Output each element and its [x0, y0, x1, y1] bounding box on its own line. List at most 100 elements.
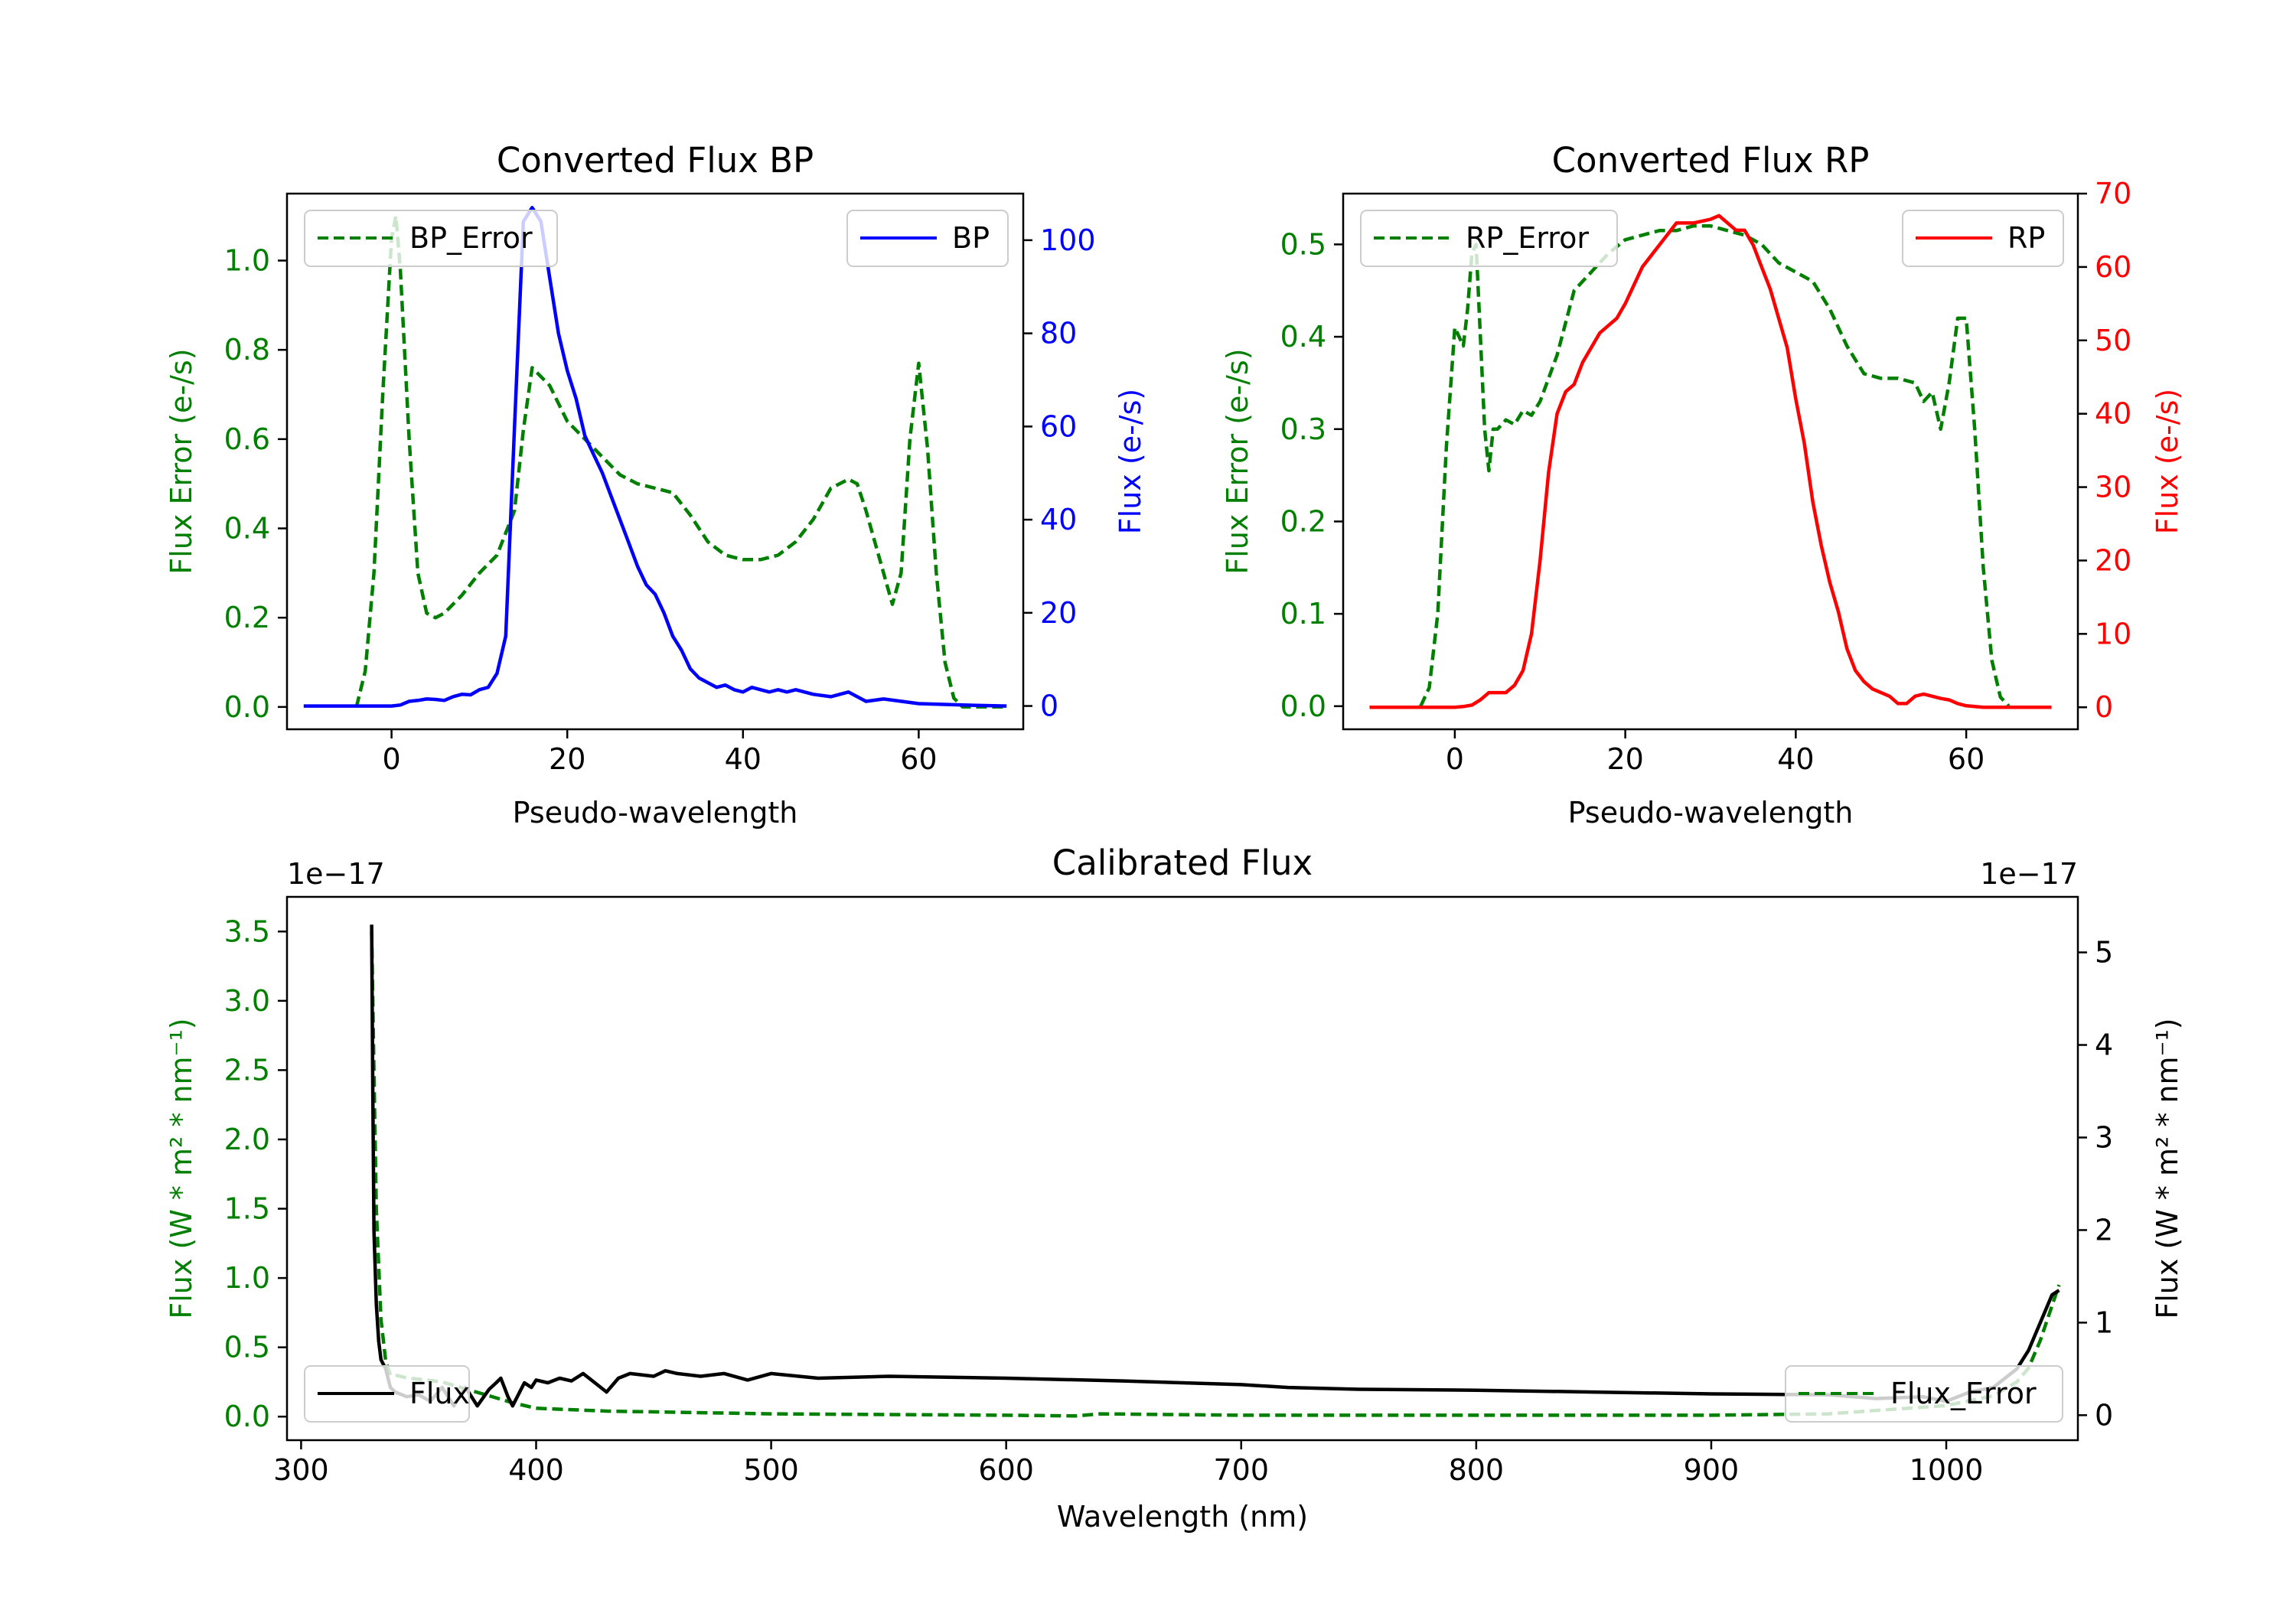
rp-legend-left: RP_Error	[1360, 210, 1618, 267]
cal-error-series	[370, 931, 2061, 1418]
rp-left-tick-label: 0.1	[1280, 597, 1326, 631]
bp-x-ticks: 0 20 40 60	[383, 729, 938, 776]
rp-flux-series	[1369, 214, 2052, 709]
bp-legend-left-frame	[304, 210, 558, 267]
bp-left-tick-label: 0.4	[224, 512, 270, 546]
cal-x-tick-label: 500	[743, 1453, 799, 1487]
cal-left-tick-label: 1.5	[224, 1192, 270, 1226]
bp-legend-left: BP_Error	[304, 210, 558, 267]
cal-offset-left: 1e−17	[287, 857, 385, 891]
rp-legend-left-label: RP_Error	[1466, 221, 1589, 255]
rp-error-series	[1419, 223, 2011, 708]
cal-x-ticks: 300 400 500 600 700 800 900 1000	[273, 1440, 1983, 1487]
rp-left-tick-label: 0.3	[1280, 412, 1326, 446]
cal-left-ticks: 0.0 0.5 1.0 1.5 2.0 2.5 3.0 3.5	[224, 914, 287, 1433]
bp-legend-right-label: BP	[952, 221, 990, 255]
bp-left-tick-label: 0.0	[224, 690, 270, 724]
cal-legend-right: Flux_Error	[1785, 1365, 2063, 1423]
bp-bp-error-line	[354, 214, 1007, 709]
panel-bp: Converted Flux BP 0 20 40 60 0.00.20.40.60.…	[165, 140, 1147, 830]
rp-ylabel-left: Flux Error (e-/s)	[1221, 348, 1254, 574]
cal-offset-right: 1e−17	[1980, 857, 2078, 891]
bp-x-tick-label: 0	[383, 742, 401, 776]
cal-right-ticks: 0 1 2 3 4 5	[2078, 936, 2113, 1432]
bp-title: Converted Flux BP	[497, 140, 814, 181]
rp-x-tick-label: 0	[1446, 742, 1464, 776]
rp-right-tick-label: 50	[2095, 324, 2131, 357]
rp-plot-frame	[1342, 192, 2079, 731]
bp-ylabel-left: Flux Error (e-/s)	[165, 348, 198, 574]
rp-xlabel: Pseudo-wavelength	[1568, 796, 1854, 830]
cal-ylabel-left: Flux (W * m² * nm⁻¹)	[165, 1018, 198, 1319]
cal-right-tick-label: 5	[2095, 936, 2113, 970]
cal-legend-right-label: Flux_Error	[1890, 1377, 2037, 1410]
bp-ylabel-right: Flux (e-/s)	[1114, 389, 1147, 534]
cal-legend-right-frame	[1785, 1365, 2063, 1423]
rp-left-tick-label: 0.5	[1280, 227, 1326, 261]
bp-right-tick-label: 0	[1040, 689, 1058, 723]
rp-left-tick-label: 0.4	[1280, 320, 1326, 354]
bp-x-tick-label: 20	[549, 742, 585, 776]
cal-left-tick-label: 0.0	[224, 1400, 270, 1433]
bp-xlabel: Pseudo-wavelength	[513, 796, 798, 830]
bp-x-tick-label: 60	[900, 742, 937, 776]
rp-right-tick-label: 40	[2095, 397, 2131, 431]
rp-right-ticks: 0 10 20 30 40 50 60 70	[2078, 177, 2131, 724]
bp-left-tick-label: 0.6	[224, 422, 270, 456]
cal-x-tick-label: 700	[1214, 1453, 1270, 1487]
rp-x-tick-label: 60	[1948, 742, 1985, 776]
rp-left-ticks: 0.0 0.1 0.2 0.3 0.4 0.5	[1280, 227, 1343, 723]
bp-right-tick-label: 60	[1040, 409, 1077, 443]
cal-x-tick-label: 900	[1684, 1453, 1740, 1487]
cal-left-tick-label: 2.0	[224, 1123, 270, 1156]
rp-right-tick-label: 20	[2095, 543, 2131, 577]
cal-x-tick-label: 800	[1449, 1453, 1505, 1487]
bp-right-tick-label: 80	[1040, 317, 1077, 350]
bp-left-tick-label: 1.0	[224, 244, 270, 278]
rp-x-tick-label: 40	[1777, 742, 1814, 776]
cal-right-tick-label: 2	[2095, 1213, 2113, 1247]
rp-x-tick-label: 20	[1606, 742, 1643, 776]
rp-right-tick-label: 0	[2095, 690, 2113, 724]
bp-x-tick-label: 40	[725, 742, 762, 776]
panel-calibrated: Calibrated Flux 1e−17 1e−17 Flux Flux_Er…	[165, 843, 2184, 1534]
rp-left-tick-label: 0.2	[1280, 504, 1326, 538]
cal-left-tick-label: 3.5	[224, 914, 270, 948]
cal-x-tick-label: 400	[508, 1453, 564, 1487]
cal-x-tick-label: 300	[273, 1453, 329, 1487]
bp-left-tick-label: 0.8	[224, 333, 270, 367]
rp-right-tick-label: 30	[2095, 471, 2131, 504]
bp-legend-right: BP	[846, 210, 1009, 267]
rp-legend-right-label: RP	[2007, 221, 2045, 255]
bp-right-tick-label: 100	[1040, 223, 1096, 257]
rp-legend-right: RP	[1902, 210, 2064, 267]
bp-right-tick-label: 40	[1040, 503, 1077, 536]
cal-x-tick-label: 1000	[1910, 1453, 1984, 1487]
cal-right-tick-label: 4	[2095, 1028, 2113, 1062]
cal-left-tick-label: 3.0	[224, 984, 270, 1018]
cal-right-tick-label: 1	[2095, 1305, 2113, 1339]
rp-title: Converted Flux RP	[1552, 140, 1870, 181]
cal-legend-left-label: Flux	[409, 1377, 470, 1410]
rp-x-ticks: 0 20 40 60	[1446, 729, 1985, 776]
bp-left-ticks: 0.0 0.2 0.4 0.6 0.8 1.0	[224, 244, 287, 724]
panel-rp: Converted Flux RP 0 20 40 60 0.00.10.20.30.…	[1221, 140, 2184, 830]
cal-xlabel: Wavelength (nm)	[1057, 1500, 1308, 1534]
cal-left-tick-label: 2.5	[224, 1053, 270, 1087]
bp-error-series	[354, 214, 1007, 709]
rp-left-tick-label: 0.0	[1280, 689, 1326, 723]
bp-legend-left-label: BP_Error	[409, 221, 533, 255]
cal-plot-frame	[285, 895, 2079, 1442]
bp-bp-line	[303, 206, 1007, 708]
cal-ylabel-right: Flux (W * m² * nm⁻¹)	[2151, 1018, 2184, 1319]
rp-ylabel-right: Flux (e-/s)	[2151, 389, 2184, 534]
rp-right-tick-label: 10	[2095, 617, 2131, 650]
bp-flux-series	[303, 206, 1007, 708]
bp-plot-frame	[285, 192, 1025, 731]
rp-legend-left-frame	[1360, 210, 1618, 267]
bp-left-tick-label: 0.2	[224, 601, 270, 634]
cal-flux-line	[370, 924, 2060, 1408]
cal-right-tick-label: 3	[2095, 1120, 2113, 1154]
rp-rp-line	[1369, 214, 2052, 709]
